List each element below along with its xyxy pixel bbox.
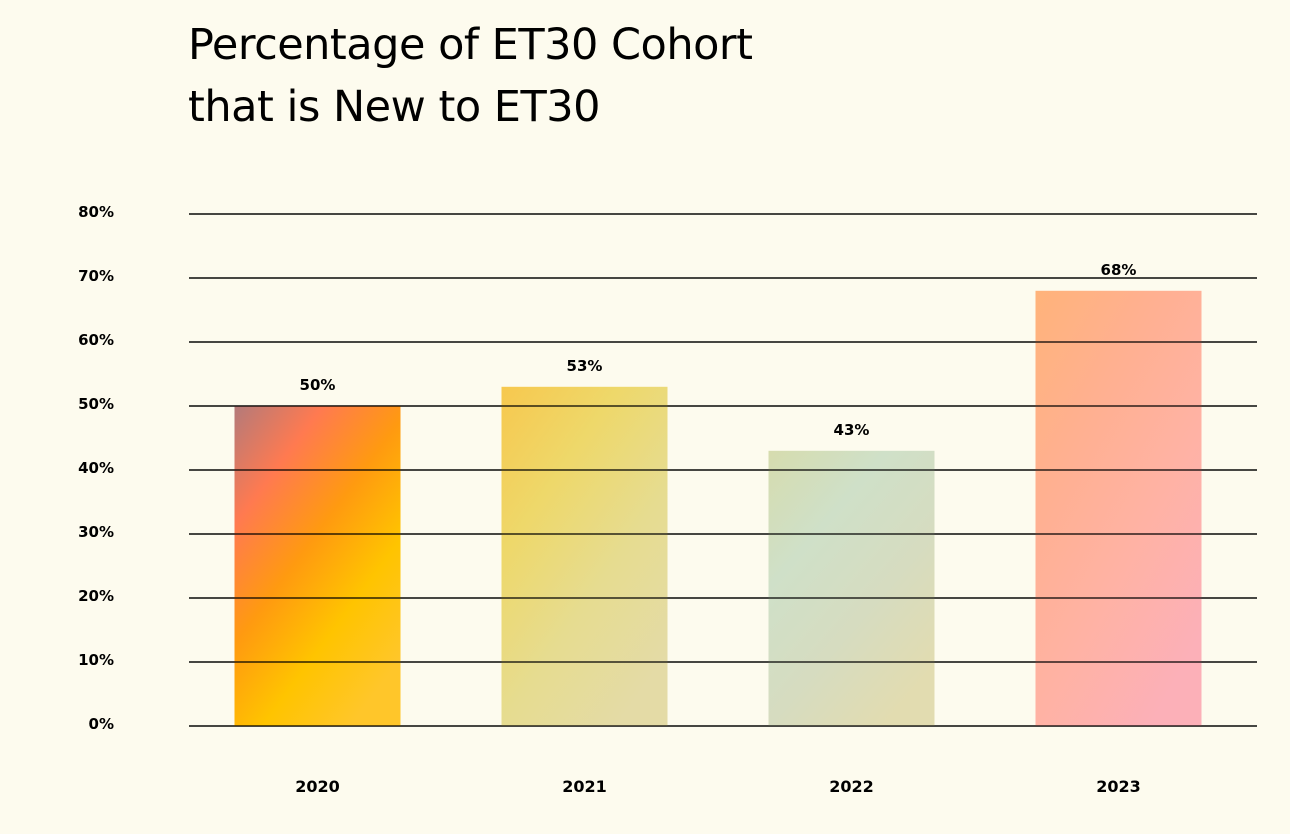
y-tick-label: 10% xyxy=(78,651,114,669)
x-tick-label-2022: 2022 xyxy=(829,777,874,796)
y-tick-label: 0% xyxy=(89,715,114,733)
y-tick-label: 60% xyxy=(78,331,114,349)
chart-title-line-1: Percentage of ET30 Cohort xyxy=(188,20,753,70)
y-tick-label: 80% xyxy=(78,203,114,221)
bar-2023 xyxy=(1035,290,1202,726)
data-label-2021: 53% xyxy=(567,357,603,375)
bar-2021 xyxy=(501,386,668,726)
y-tick-label: 20% xyxy=(78,587,114,605)
data-label-2023: 68% xyxy=(1101,261,1137,279)
y-tick-label: 50% xyxy=(78,395,114,413)
y-tick-label: 70% xyxy=(78,267,114,285)
x-tick-label-2020: 2020 xyxy=(295,777,340,796)
chart-title: Percentage of ET30 Cohort that is New to… xyxy=(188,14,1088,138)
y-tick-label: 30% xyxy=(78,523,114,541)
data-label-2022: 43% xyxy=(834,421,870,439)
bars xyxy=(189,213,1257,727)
y-tick-label: 40% xyxy=(78,459,114,477)
x-tick-label-2021: 2021 xyxy=(562,777,607,796)
x-tick-label-2023: 2023 xyxy=(1096,777,1141,796)
bar-2022 xyxy=(768,450,935,726)
data-label-2020: 50% xyxy=(300,376,336,394)
labels: 0% 10% 20% 30% 40% 50% 60% 70% 80% 50% 2020 53% 2021… xyxy=(78,203,1141,796)
chart-title-line-2: that is New to ET30 xyxy=(188,82,600,132)
bar-2020 xyxy=(234,406,401,726)
